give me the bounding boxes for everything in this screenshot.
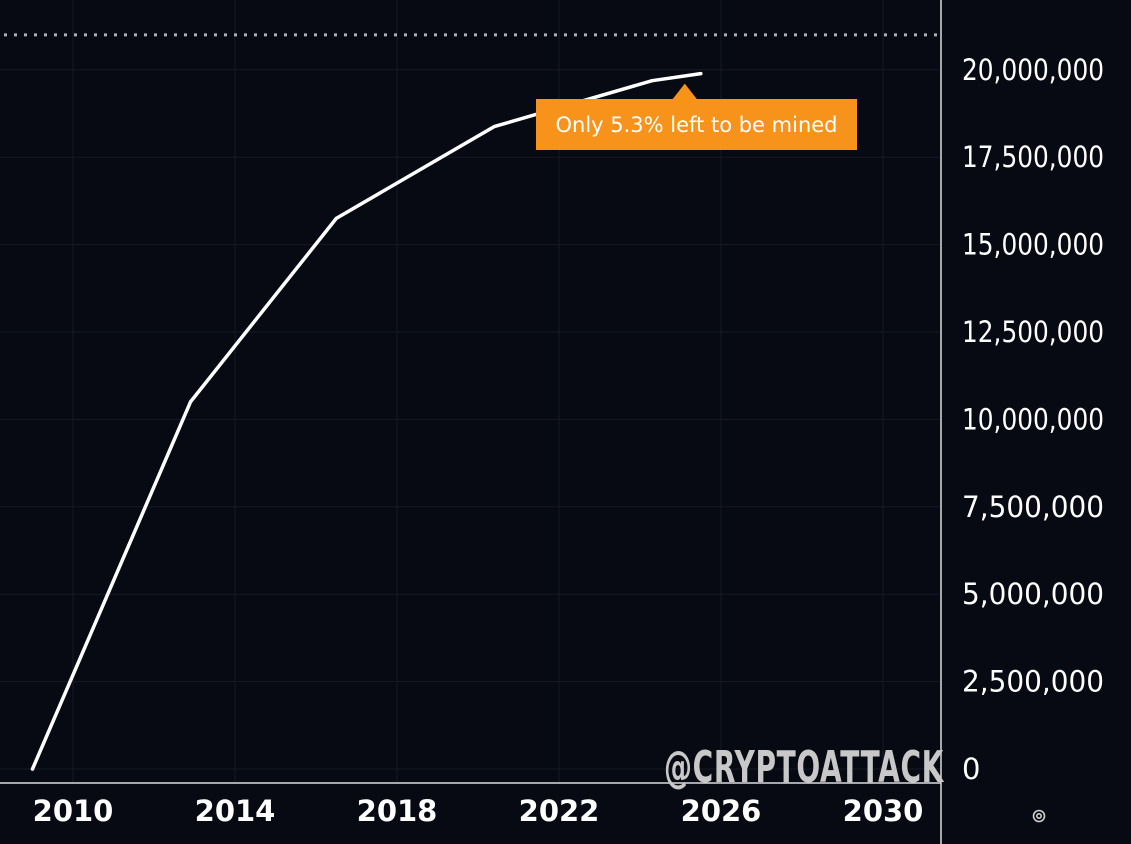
y-tick-label: 15,000,000	[962, 228, 1104, 262]
data-point	[334, 216, 338, 220]
annotation-callout: Only 5.3% left to be mined	[536, 83, 857, 150]
y-tick-label: 7,500,000	[962, 490, 1104, 524]
x-axis-ticks: 2010 2014 2018 2022 2026 2030	[33, 794, 924, 828]
y-tick-label: 2,500,000	[962, 665, 1104, 699]
y-tick-label: 17,500,000	[962, 140, 1104, 174]
data-point	[650, 79, 654, 83]
x-tick-label: 2030	[843, 794, 924, 828]
data-point	[188, 400, 193, 404]
x-tick-label: 2022	[519, 794, 600, 828]
series	[30, 71, 703, 771]
x-tick-label: 2010	[33, 794, 114, 828]
x-tick-label: 2026	[681, 794, 762, 828]
y-tick-label: 20,000,000	[962, 53, 1104, 87]
annotation-text: Only 5.3% left to be mined	[555, 113, 837, 137]
series-line	[30, 71, 703, 771]
watermark: @CRYPTOATTACK	[664, 742, 945, 793]
annotation-box	[536, 83, 857, 150]
data-point	[30, 767, 35, 771]
y-tick-label: 12,500,000	[962, 315, 1104, 349]
x-tick-label: 2014	[195, 794, 276, 828]
data-point	[492, 125, 496, 129]
gear-icon[interactable]	[1032, 809, 1046, 823]
x-tick-label: 2018	[357, 794, 438, 828]
y-tick-label: 0	[962, 752, 980, 786]
y-axis-ticks: 0 2,500,000 5,000,000 7,500,000 10,000,000 12…	[962, 53, 1104, 786]
data-point	[699, 72, 703, 76]
y-tick-label: 5,000,000	[962, 577, 1104, 611]
grid-lines	[0, 0, 941, 783]
y-tick-label: 10,000,000	[962, 402, 1104, 436]
